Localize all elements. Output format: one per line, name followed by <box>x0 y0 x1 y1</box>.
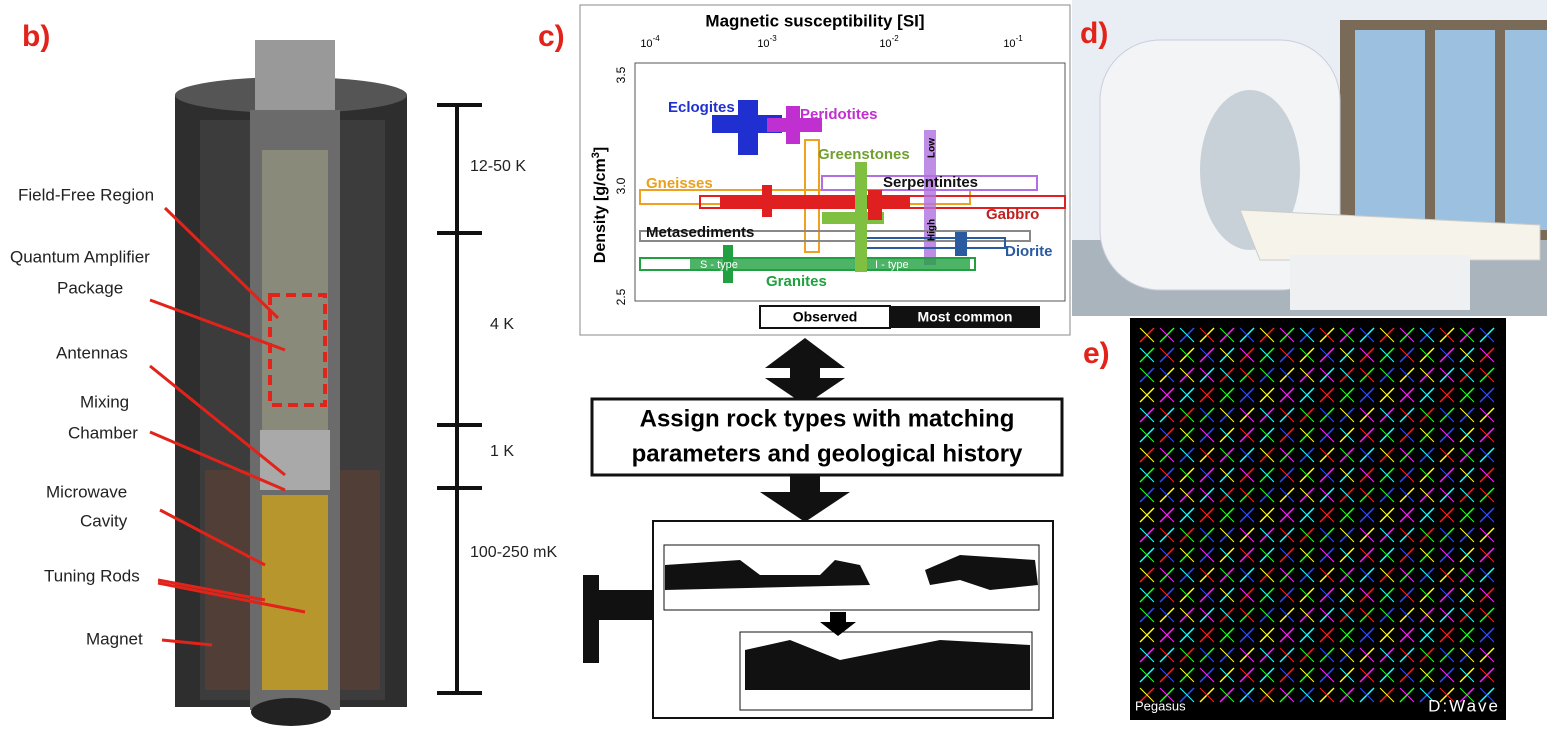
y-axis-title: Density [g/cm3] <box>590 147 609 263</box>
figure: b) Field-Free Region Quantum Amplifier P… <box>0 0 1547 733</box>
panel-label: e) <box>1083 337 1110 370</box>
rock-label: S - type <box>700 259 738 271</box>
temperature: 12-50 K <box>470 158 526 175</box>
rock-label: Serpentinites <box>883 174 978 191</box>
panel-label: b) <box>22 20 50 53</box>
callout: Microwave <box>46 482 127 501</box>
caption: Pegasus <box>1135 698 1186 713</box>
y-tick-label: 2.5 <box>614 288 628 305</box>
panel-label: d) <box>1080 17 1108 50</box>
mri-photo <box>1072 0 1547 316</box>
rock-label: Diorite <box>1005 243 1053 260</box>
y-tick-label: 3.5 <box>614 66 628 83</box>
rock-label: Granites <box>766 273 827 290</box>
rock-label: Eclogites <box>668 99 735 116</box>
temperature-scale <box>437 105 482 693</box>
tectonic-diagram <box>653 521 1053 718</box>
x-axis-title: Magnetic susceptibility [SI] <box>705 11 924 30</box>
y-tick-label: 3.0 <box>614 177 628 194</box>
callout: Tuning Rods <box>44 566 140 585</box>
temperature: 1 K <box>490 443 514 460</box>
callout: Chamber <box>68 423 138 442</box>
flow-text: parameters and geological history <box>632 440 1023 467</box>
callout: Antennas <box>56 343 128 362</box>
rock-label: Greenstones <box>818 146 910 163</box>
rock-label: Peridotites <box>800 106 878 123</box>
callout: Cavity <box>80 511 128 530</box>
rock-label: Gabbro <box>986 206 1039 223</box>
rock-label: High <box>927 219 938 241</box>
rock-label: Gneisses <box>646 175 713 192</box>
cryostat <box>175 40 407 726</box>
callout: Mixing <box>80 392 129 411</box>
rock-label: Metasediments <box>646 224 754 241</box>
logo: D:Wave <box>1428 696 1500 715</box>
callout: Package <box>57 278 123 297</box>
temperature: 100-250 mK <box>470 544 557 561</box>
callout: Field-Free Region <box>18 185 154 204</box>
rock-label: I - type <box>875 259 909 271</box>
callout: Magnet <box>86 629 143 648</box>
rock-label: Low <box>927 138 938 158</box>
panel-label: c) <box>538 20 565 53</box>
legend-text: Most common <box>918 309 1013 325</box>
temperature: 4 K <box>490 316 514 333</box>
callout: Quantum Amplifier <box>10 247 150 266</box>
legend-text: Observed <box>793 309 858 325</box>
flow-text: Assign rock types with matching <box>640 405 1015 432</box>
